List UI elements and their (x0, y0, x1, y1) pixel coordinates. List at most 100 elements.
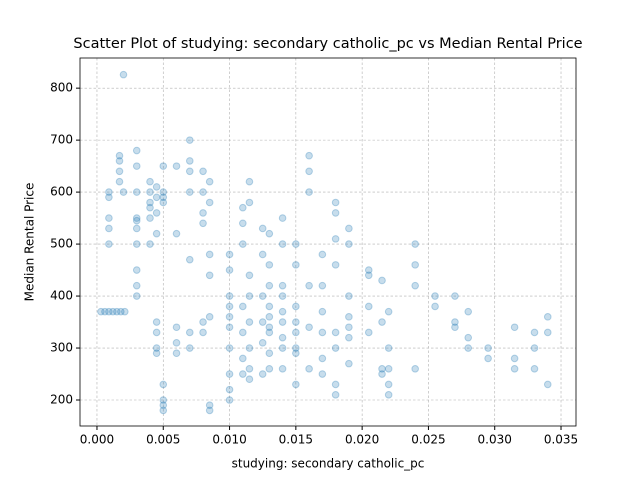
point (318, 328, 327, 337)
point (159, 198, 168, 207)
y-tick-label: 400 (50, 289, 73, 303)
x-tick-label: 0.005 (146, 433, 180, 447)
point (305, 323, 313, 332)
point (205, 271, 214, 280)
point (378, 318, 386, 326)
point (205, 313, 214, 321)
point (159, 162, 168, 170)
point (292, 349, 300, 358)
point (510, 365, 519, 373)
point (543, 328, 552, 337)
point (239, 302, 247, 311)
point (205, 401, 214, 410)
point (278, 365, 287, 373)
point (185, 344, 194, 352)
point (464, 307, 473, 316)
point (245, 177, 254, 186)
point (345, 292, 353, 300)
point (258, 318, 267, 326)
point (345, 333, 353, 342)
point (364, 328, 373, 337)
point (105, 307, 113, 316)
point (119, 188, 128, 196)
point (159, 406, 168, 415)
point (239, 240, 247, 248)
point (199, 209, 207, 217)
point (172, 162, 181, 170)
point (510, 323, 519, 332)
point (431, 292, 439, 300)
point (152, 229, 161, 238)
point (245, 344, 254, 352)
point (378, 276, 386, 285)
x-tick-label: 0.025 (411, 433, 445, 447)
point (384, 391, 393, 399)
point (205, 198, 214, 207)
point (132, 216, 141, 225)
point (364, 266, 373, 274)
point (384, 307, 393, 316)
point (146, 177, 154, 186)
point (258, 250, 267, 259)
point (318, 370, 327, 378)
point (97, 307, 105, 316)
point (265, 365, 274, 373)
point (225, 266, 234, 274)
point (199, 219, 207, 228)
point (101, 307, 109, 316)
point (543, 380, 552, 389)
point (172, 229, 181, 238)
point (225, 313, 234, 321)
y-tick-label: 600 (50, 185, 73, 199)
point (278, 281, 287, 290)
point (185, 157, 194, 165)
point (239, 219, 247, 228)
y-tick-label: 300 (50, 341, 73, 355)
y-tick-label: 800 (50, 81, 73, 95)
point (132, 214, 141, 222)
point (199, 167, 207, 176)
point (109, 307, 117, 316)
point (305, 151, 313, 160)
point (305, 167, 313, 176)
point (225, 344, 234, 352)
point (239, 203, 247, 212)
point (411, 261, 419, 269)
point (172, 349, 181, 358)
point (245, 318, 254, 326)
point (530, 328, 539, 337)
point (384, 365, 393, 373)
point (146, 188, 154, 196)
point (159, 193, 168, 202)
point (146, 240, 154, 248)
point (199, 328, 207, 337)
point (172, 339, 181, 347)
x-tick-label: 0.035 (544, 433, 578, 447)
point (411, 240, 419, 248)
point (132, 240, 141, 248)
point (331, 328, 340, 337)
point (451, 318, 459, 326)
point (278, 344, 287, 352)
point (239, 354, 247, 363)
point (115, 177, 124, 186)
point (205, 177, 214, 186)
point (305, 281, 313, 290)
point (105, 193, 113, 202)
y-tick-label: 500 (50, 237, 73, 251)
point (265, 281, 274, 290)
point (245, 271, 254, 280)
point (431, 302, 439, 311)
point (292, 240, 300, 248)
point (464, 333, 473, 342)
point (105, 214, 113, 222)
point (292, 318, 300, 326)
point (278, 214, 287, 222)
point (146, 214, 154, 222)
point (199, 318, 207, 326)
point (199, 188, 207, 196)
point (265, 302, 274, 311)
point (132, 224, 141, 233)
point (132, 292, 141, 300)
x-tick-label: 0.010 (212, 433, 246, 447)
